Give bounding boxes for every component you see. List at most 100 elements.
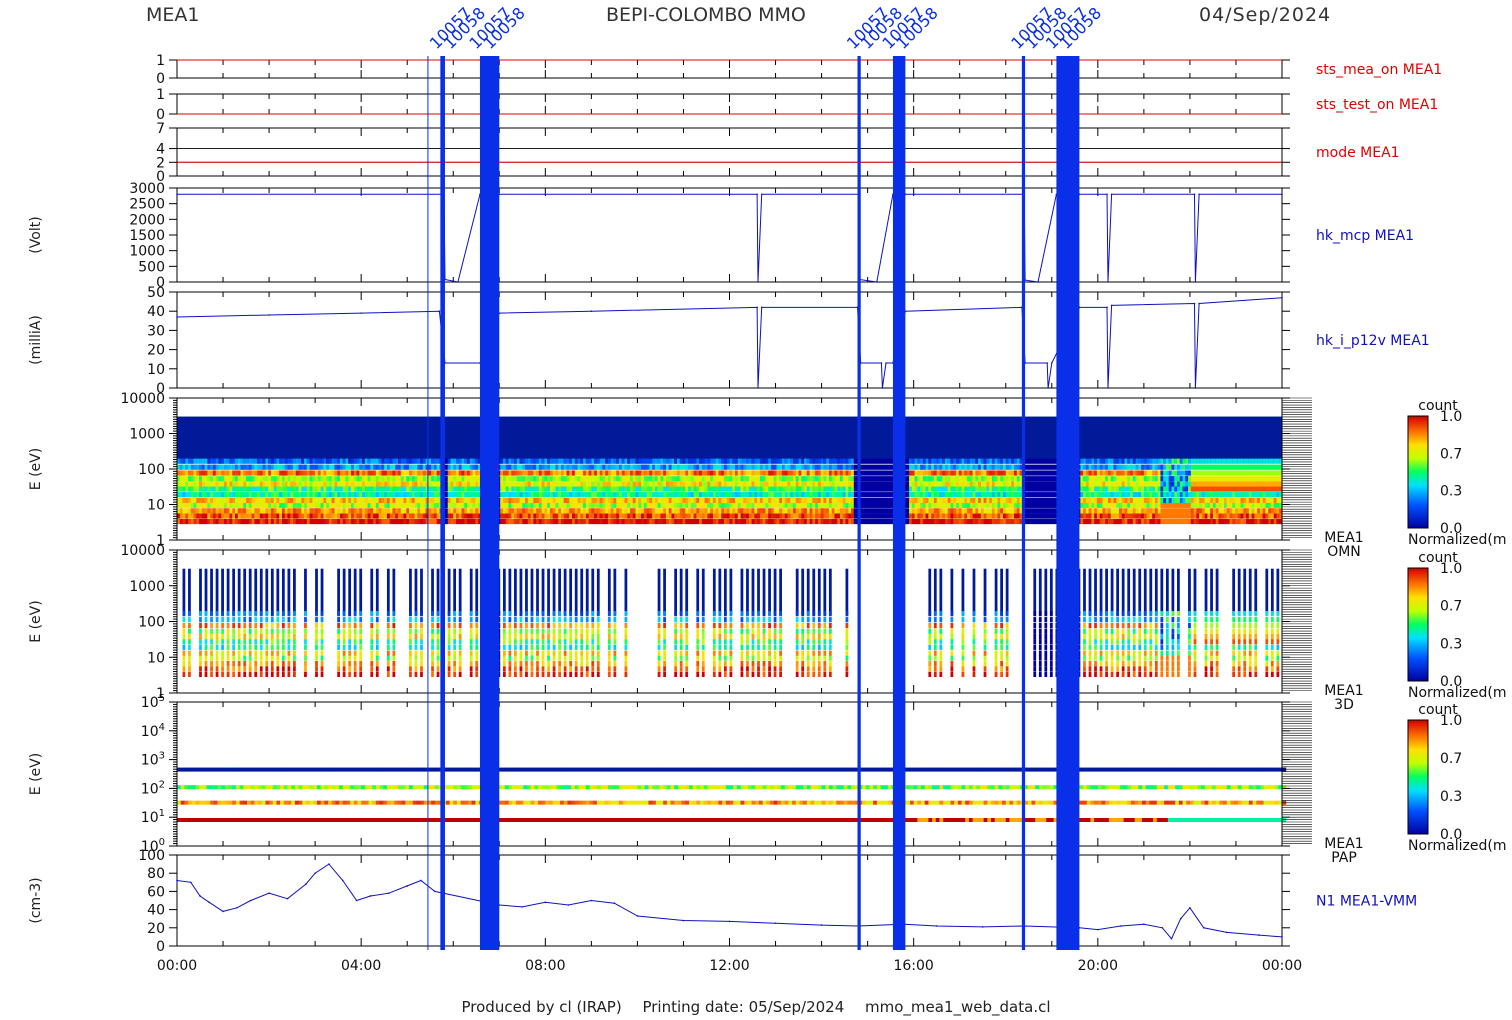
- omn-cell: [627, 458, 631, 464]
- omn-cell: [196, 416, 200, 463]
- omn-cell: [558, 416, 562, 463]
- omn-cell: [1171, 502, 1175, 508]
- omn-cell: [972, 486, 976, 492]
- omn-cell: [226, 476, 230, 482]
- omn-cell: [1080, 502, 1084, 508]
- omn-cell: [1105, 476, 1109, 482]
- omn-cell: [563, 508, 567, 514]
- omn-cell: [1210, 481, 1214, 487]
- spectrogram-layer: [177, 416, 1287, 822]
- omn-cell: [956, 476, 960, 482]
- omn-cell: [635, 486, 639, 492]
- omn-cell: [201, 497, 206, 504]
- omn-cell: [867, 458, 871, 464]
- omn-cell: [1130, 513, 1134, 519]
- omn-cell: [240, 497, 244, 504]
- omn-cell: [560, 486, 565, 492]
- omn-cell: [248, 492, 252, 498]
- omn-cell: [1204, 464, 1208, 470]
- omn-cell: [1179, 464, 1183, 470]
- omn-cell: [237, 476, 241, 482]
- omn-cell: [920, 470, 924, 476]
- omn-cell: [917, 492, 921, 498]
- omn-cell: [447, 476, 451, 482]
- omn-cell: [370, 518, 374, 525]
- omn-cell: [1157, 497, 1161, 504]
- omn-cell: [411, 508, 415, 514]
- omn-cell: [279, 497, 283, 504]
- omn-cell: [1226, 470, 1230, 476]
- omn-cell: [337, 513, 341, 519]
- omn-cell: [906, 513, 910, 519]
- omn-cell: [909, 492, 913, 498]
- omn-cell: [1099, 486, 1103, 492]
- omn-cell: [384, 492, 388, 498]
- omn-cell: [381, 476, 385, 482]
- omn-cell: [1152, 470, 1156, 476]
- omn-cell: [1212, 486, 1217, 492]
- omn-cell: [345, 476, 349, 482]
- omn-cell: [1110, 518, 1114, 525]
- omn-cell: [182, 416, 186, 463]
- omn-cell: [828, 513, 833, 519]
- omn-cell: [268, 497, 272, 504]
- omn-cell: [989, 486, 993, 492]
- omn-cell: [229, 518, 233, 525]
- omn-cell: [367, 518, 371, 525]
- omn-cell: [1130, 470, 1134, 476]
- omn-cell: [953, 416, 957, 463]
- omn-cell: [212, 502, 217, 508]
- omn-cell: [1165, 481, 1170, 487]
- omn-cell: [607, 464, 612, 470]
- omn-cell: [345, 416, 349, 463]
- omn-cell: [911, 464, 915, 470]
- omn-cell: [246, 464, 250, 470]
- omn-cell: [956, 481, 960, 487]
- omn-cell: [1130, 481, 1134, 487]
- omn-cell: [199, 481, 203, 487]
- omn-cell: [826, 497, 830, 504]
- omn-cell: [911, 470, 915, 476]
- omn-cell: [1141, 513, 1145, 519]
- omn-cell: [975, 470, 979, 476]
- omn-cell: [947, 464, 951, 470]
- omn-cell: [1127, 518, 1131, 525]
- omn-cell: [566, 497, 570, 504]
- omn-cell: [781, 497, 786, 504]
- omn-cell: [867, 486, 871, 492]
- omn-cell: [817, 416, 822, 463]
- omn-cell: [599, 481, 603, 487]
- omn-cell: [456, 492, 460, 498]
- omn-cell: [254, 476, 258, 482]
- omn-cell: [1226, 518, 1230, 525]
- omn-cell: [975, 497, 979, 504]
- omn-cell: [870, 497, 874, 504]
- omn-cell: [1047, 497, 1051, 504]
- omn-cell: [1226, 492, 1230, 498]
- omn-cell: [591, 508, 595, 514]
- omn-cell: [674, 481, 678, 487]
- omn-cell: [331, 464, 335, 470]
- omn-cell: [712, 518, 717, 525]
- omn-cell: [635, 458, 639, 464]
- omn-cell: [746, 470, 750, 476]
- omn-cell: [456, 518, 460, 525]
- omn-cell: [809, 492, 813, 498]
- omn-cell: [851, 486, 855, 492]
- omn-cell: [304, 476, 308, 482]
- omn-cell: [378, 492, 382, 498]
- omn-cell: [616, 464, 620, 470]
- omn-cell: [279, 492, 283, 498]
- omn-cell: [281, 486, 286, 492]
- omn-cell: [812, 497, 816, 504]
- omn-cell: [378, 476, 382, 482]
- omn-cell: [754, 513, 758, 519]
- omn-cell: [243, 508, 247, 514]
- omn-cell: [298, 497, 302, 504]
- omn-cell: [248, 476, 252, 482]
- omn-cell: [770, 458, 775, 464]
- omn-cell: [1041, 502, 1045, 508]
- omn-cell: [668, 502, 672, 508]
- omn-cell: [569, 464, 573, 470]
- omn-cell: [674, 416, 678, 463]
